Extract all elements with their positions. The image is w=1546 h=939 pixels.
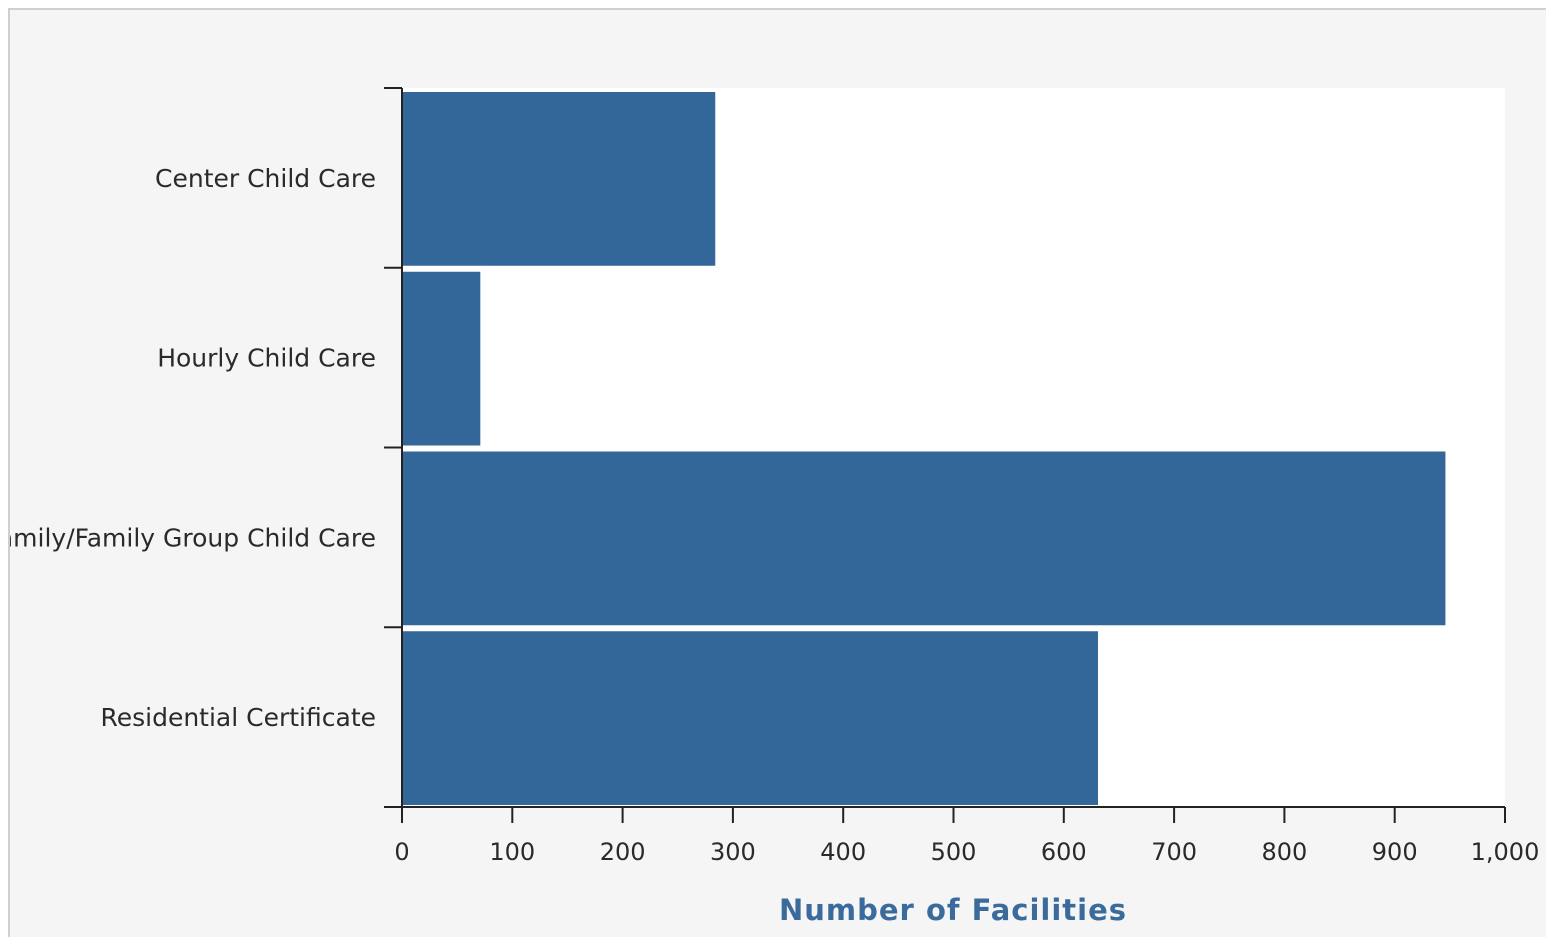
x-tick-label-5: 500 — [931, 838, 977, 866]
bar-3 — [402, 631, 1098, 805]
axes-layer — [384, 87, 1506, 823]
x-tick-label-0: 0 — [394, 838, 409, 866]
x-axis-title: Number of Facilities — [779, 893, 1127, 927]
x-tick-label-10: 1,000 — [1471, 838, 1540, 866]
bars-layer — [402, 92, 1446, 805]
category-label-3: Residential Certificate — [100, 703, 376, 732]
bar-1 — [402, 271, 481, 446]
x-tick-label-6: 600 — [1041, 838, 1087, 866]
category-label-2: Family/Family Group Child Care — [10, 523, 376, 552]
category-label-0: Center Child Care — [155, 164, 376, 193]
bar-2 — [402, 451, 1446, 626]
x-tick-label-8: 800 — [1261, 838, 1307, 866]
category-label-1: Hourly Child Care — [157, 344, 376, 373]
bar-chart: 0 100 200 300 400 500 600 700 800 900 1,000 Center … — [10, 87, 1539, 927]
labels-layer: 0 100 200 300 400 500 600 700 800 900 1,000 Center … — [10, 164, 1539, 866]
bar-0 — [402, 92, 716, 266]
x-tick-label-1: 100 — [489, 838, 535, 866]
x-tick-label-4: 400 — [820, 838, 866, 866]
x-tick-label-9: 900 — [1372, 838, 1418, 866]
x-tick-label-7: 700 — [1151, 838, 1197, 866]
x-tick-label-3: 300 — [710, 838, 756, 866]
x-tick-label-2: 200 — [600, 838, 646, 866]
chart-frame: 0 100 200 300 400 500 600 700 800 900 1,000 Center … — [8, 8, 1546, 937]
